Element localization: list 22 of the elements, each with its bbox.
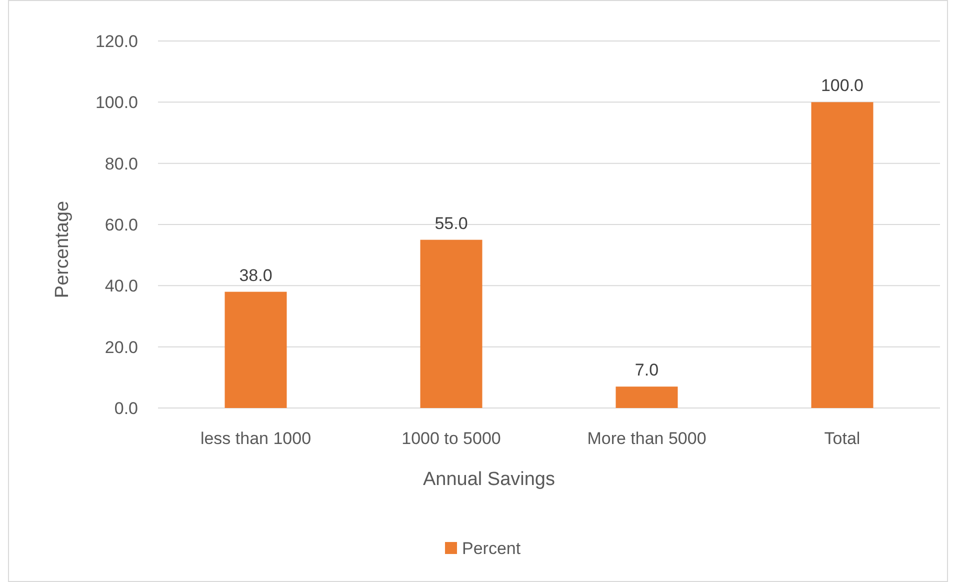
y-tick-label: 120.0 bbox=[95, 32, 138, 51]
x-tick-label: Total bbox=[824, 429, 860, 448]
y-tick-label: 60.0 bbox=[104, 215, 138, 234]
bar bbox=[616, 386, 678, 408]
data-label: 100.0 bbox=[820, 76, 864, 96]
y-tick-label: 20.0 bbox=[104, 338, 138, 357]
x-tick-label: 1000 to 5000 bbox=[402, 429, 501, 448]
x-tick-label: less than 1000 bbox=[200, 429, 312, 448]
y-tick-label: 0.0 bbox=[114, 398, 138, 418]
x-tick-label: More than 5000 bbox=[587, 429, 706, 448]
y-tick-label: 100.0 bbox=[95, 93, 138, 112]
data-label: 38.0 bbox=[239, 266, 272, 285]
y-axis-title: Percentage bbox=[52, 200, 73, 298]
legend-label: Percent bbox=[462, 538, 521, 558]
bar bbox=[811, 102, 874, 408]
y-tick-label: 80.0 bbox=[104, 154, 138, 174]
y-tick-label: 40.0 bbox=[104, 276, 138, 296]
data-label: 7.0 bbox=[634, 360, 659, 380]
x-axis-title: Annual Savings bbox=[422, 469, 556, 490]
data-label: 55.0 bbox=[434, 214, 468, 233]
bar bbox=[224, 292, 287, 408]
bar bbox=[420, 240, 482, 408]
